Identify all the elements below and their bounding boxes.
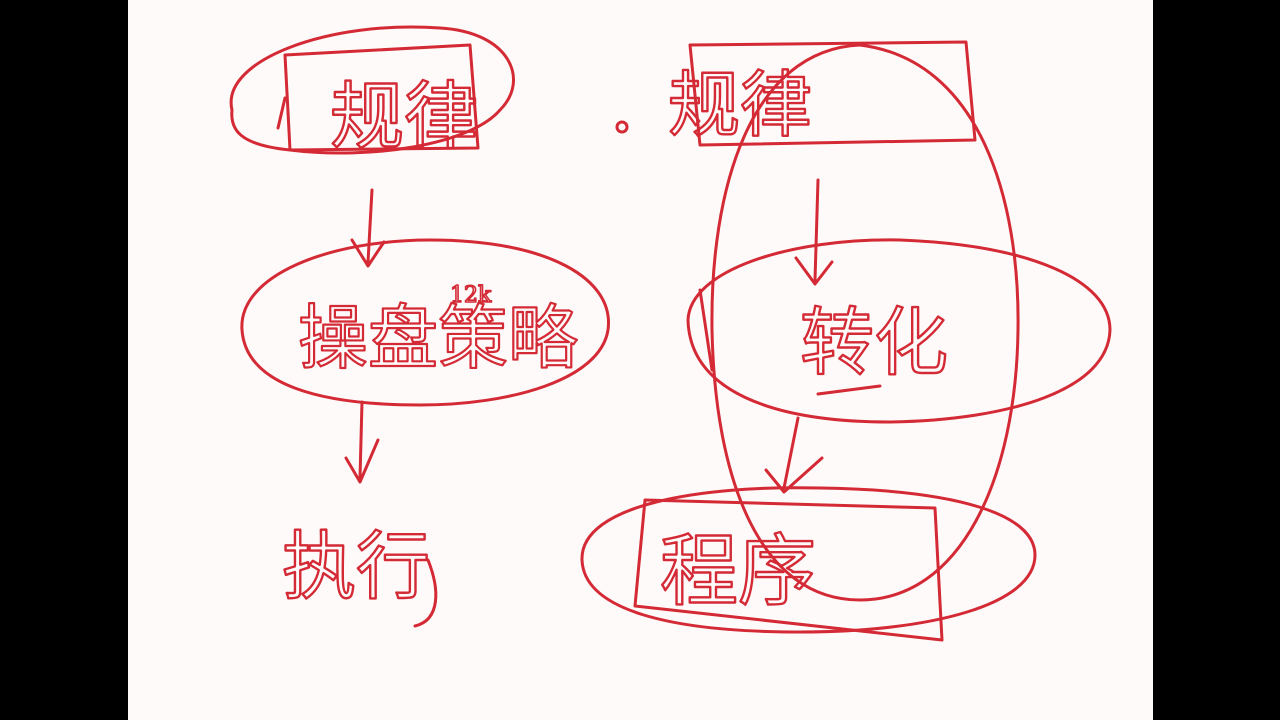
left-middle-label: 操盘策略	[298, 297, 578, 379]
left-top-tick	[276, 96, 287, 130]
left-arrow-1	[350, 188, 386, 268]
left-bottom-tail	[413, 558, 438, 628]
left-top-circle	[229, 25, 515, 155]
left-top-box	[283, 43, 480, 152]
right-bottom-circle	[580, 486, 1037, 634]
right-top-label: 规律	[668, 63, 812, 147]
right-bottom-label: 程序	[660, 527, 816, 617]
left-middle-annotation: 12k	[450, 283, 492, 308]
left-top-label: 规律	[330, 74, 478, 160]
left-middle-circle	[240, 238, 610, 407]
right-top-node: 规律	[667, 40, 977, 148]
right-arrow-2	[764, 416, 824, 494]
letterbox-right	[1153, 0, 1280, 720]
right-top-box	[688, 40, 977, 147]
left-bottom-label: 执行	[282, 524, 430, 610]
right-arrow-1	[794, 178, 834, 286]
right-middle-underline	[816, 384, 882, 396]
right-middle-node: 转化	[686, 238, 1112, 424]
right-tall-ellipse	[710, 43, 1020, 602]
right-middle-label: 转化	[800, 300, 948, 386]
right-bottom-node: 程序	[580, 486, 1037, 642]
right-bottom-box	[633, 498, 944, 642]
right-middle-mark	[698, 288, 714, 372]
right-middle-circle	[686, 238, 1112, 424]
whiteboard-canvas	[128, 0, 1153, 720]
left-top-node: 规律	[229, 25, 515, 161]
left-arrow-2	[344, 400, 380, 484]
right-dot	[615, 120, 629, 134]
letterbox-left	[0, 0, 128, 720]
left-middle-node: 操盘策略 12k	[240, 238, 610, 407]
